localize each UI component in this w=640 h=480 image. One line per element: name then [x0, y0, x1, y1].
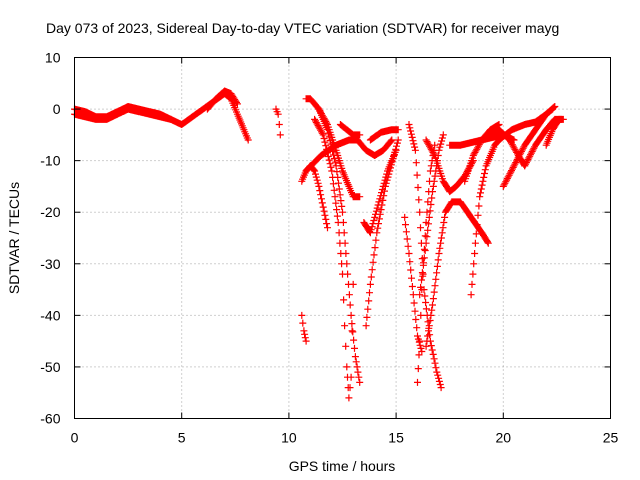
y-tick-label: -10: [40, 153, 60, 169]
data-point-marks: [422, 198, 492, 350]
y-axis-label: SDTVAR / TECUs: [6, 182, 22, 294]
series-arc-6: [298, 162, 331, 232]
data-point-marks: [360, 146, 400, 237]
data-point-marks: [298, 162, 331, 232]
axis-ticks: [74, 57, 611, 419]
tick-labels: 0 5 10 15 20 25 -60 -50 -40 -30 -20 -10 0 10: [40, 50, 618, 446]
series-arc-4: [272, 105, 284, 139]
x-tick-label: 0: [71, 430, 79, 446]
data-point-marks: [71, 105, 175, 123]
series-arc-14: [362, 136, 402, 330]
data-point-marks: [499, 103, 559, 190]
data-point-marks: [366, 126, 402, 144]
series-arc-26: [499, 103, 559, 190]
y-tick-label: 10: [45, 50, 61, 66]
data-point-marks: [203, 87, 241, 113]
x-axis-label: GPS time / hours: [289, 458, 396, 474]
series-arc-3: [203, 87, 241, 113]
chart-title: Day 073 of 2023, Sidereal Day-to-day VTE…: [46, 20, 559, 36]
data-point-marks: [272, 105, 284, 139]
series-arc-5: [298, 311, 310, 345]
series-arc-10: [302, 136, 361, 175]
data-point-marks: [542, 115, 567, 149]
series-arc-20: [422, 198, 492, 350]
data-point-marks: [495, 105, 557, 144]
y-tick-label: -30: [40, 256, 60, 272]
y-tick-label: -50: [40, 359, 60, 375]
x-tick-label: 20: [496, 430, 512, 446]
y-tick-label: -40: [40, 307, 60, 323]
series-arc-8: [315, 105, 364, 386]
y-tick-label: 0: [53, 101, 61, 117]
data-point-marks: [362, 136, 402, 330]
data-point-marks: [416, 131, 447, 299]
series-arc-15: [366, 126, 402, 144]
x-tick-label: 10: [281, 430, 297, 446]
series-arc-19: [416, 131, 447, 299]
data-point-marks: [354, 136, 396, 159]
y-tick-label: -20: [40, 204, 60, 220]
data-points: [71, 87, 567, 402]
series-arc-2: [71, 105, 175, 123]
x-tick-label: 15: [388, 430, 404, 446]
data-point-marks: [315, 105, 364, 386]
series-arc-12: [354, 136, 396, 159]
x-tick-label: 5: [178, 430, 186, 446]
data-point-marks: [298, 311, 310, 345]
series-arc-29: [542, 115, 567, 149]
series-arc-27: [495, 105, 557, 144]
series-arc-11: [336, 121, 364, 139]
x-tick-label: 25: [603, 430, 619, 446]
data-point-marks: [401, 213, 426, 355]
y-tick-label: -60: [40, 411, 60, 427]
series-arc-16: [401, 213, 426, 355]
data-point-marks: [302, 136, 361, 175]
data-point-marks: [336, 121, 364, 139]
series-arc-13: [360, 146, 400, 237]
plot-frame: [74, 57, 611, 419]
